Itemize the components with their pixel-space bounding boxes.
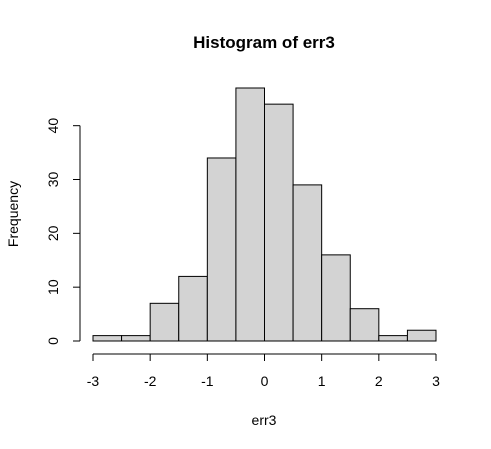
x-axis-label: err3 — [252, 412, 277, 428]
y-axis: 0 10 20 30 40 — [45, 118, 81, 345]
x-tick-label: -3 — [87, 373, 100, 389]
histogram-bar — [178, 275, 208, 342]
y-axis-label: Frequency — [5, 181, 21, 247]
y-tick-label: 0 — [45, 337, 61, 345]
histogram-bar — [349, 308, 380, 342]
y-tick-label: 30 — [45, 172, 61, 188]
y-tick-label: 10 — [45, 279, 61, 295]
x-tick-label: -2 — [144, 373, 157, 389]
histogram-bar — [235, 87, 266, 342]
x-tick-label: 0 — [261, 373, 269, 389]
y-tick-label: 40 — [45, 118, 61, 134]
histogram-bar — [149, 302, 180, 342]
histogram-bar — [206, 157, 237, 342]
histogram-bar — [321, 254, 351, 342]
histogram-bar — [292, 184, 323, 342]
x-axis: -3 -2 -1 0 1 2 3 — [87, 353, 440, 389]
bars-group — [92, 87, 437, 342]
histogram-bar — [378, 335, 408, 342]
x-tick-label: 3 — [432, 373, 440, 389]
x-tick-label: -1 — [201, 373, 214, 389]
y-tick-label: 20 — [45, 225, 61, 241]
histogram-bar — [121, 335, 151, 342]
histogram-bar — [92, 335, 123, 342]
histogram-bar — [264, 103, 294, 342]
x-tick-label: 2 — [375, 373, 383, 389]
x-tick-label: 1 — [318, 373, 326, 389]
chart-title: Histogram of err3 — [193, 33, 335, 52]
histogram-bar — [406, 329, 437, 342]
